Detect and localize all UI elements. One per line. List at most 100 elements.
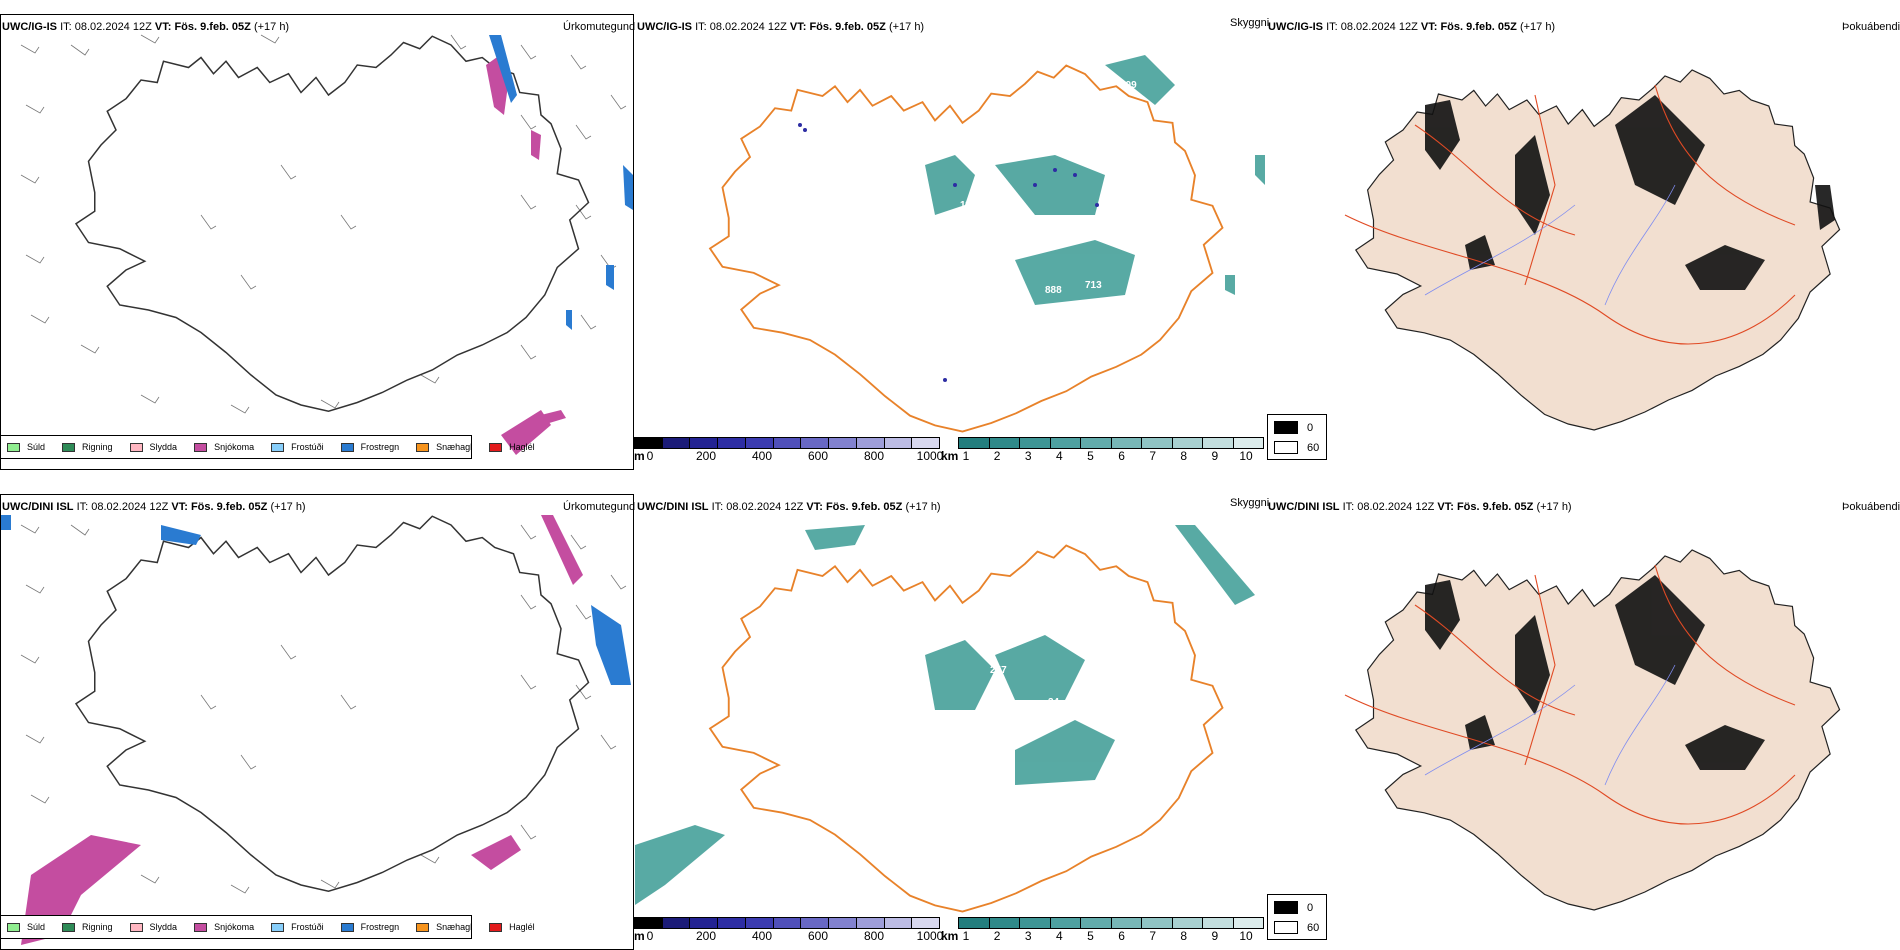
- legend-label: Frostregn: [360, 442, 400, 452]
- precip-legend-item: Snæhagl: [416, 922, 472, 932]
- legend-swatch: [416, 922, 430, 932]
- fog-header: UWC/IG-IS IT: 08.02.2024 12Z VT: Fös. 9.…: [1268, 21, 1556, 33]
- legend-label: Frostúði: [291, 922, 324, 932]
- fog-legend-label: 0: [1307, 901, 1314, 914]
- precip-legend-item: Súld: [7, 922, 45, 932]
- fog-legend-label: 60: [1307, 441, 1320, 454]
- cloud-header-2: UWC/DINI ISL IT: 08.02.2024 12Z VT: Fös.…: [637, 501, 941, 513]
- precip-freezing-rain: [489, 35, 633, 330]
- scale-tick: 10: [1239, 929, 1253, 943]
- scale-tick: 8: [1180, 449, 1188, 463]
- cloud-title: Skyggni: [1230, 17, 1270, 29]
- legend-label: Frostregn: [360, 922, 400, 932]
- visibility-unit: km: [941, 449, 959, 463]
- cloud-base-label: 61: [1108, 721, 1120, 732]
- precip-legend-item: Frostregn: [340, 922, 400, 932]
- cloud-base-label: 102: [1000, 190, 1017, 201]
- legend-swatch: [194, 922, 208, 932]
- scale-tick: 7: [1149, 929, 1156, 943]
- cloud-title-2: Skyggni: [1230, 497, 1270, 509]
- legend-swatch: [271, 922, 285, 932]
- precip-legend-item: Súld: [7, 442, 45, 452]
- scale-tick: 5: [1087, 449, 1094, 463]
- scale-tick: 1000: [916, 929, 944, 943]
- legend-swatch: [271, 442, 285, 452]
- precip-legend-item: Rigning: [62, 922, 113, 932]
- precip-panel-2: Súld Rigning Slydda Snjókoma Frostúði Frostre…: [0, 494, 634, 950]
- cloud-base-scale: [634, 917, 940, 929]
- precip-header-2: UWC/DINI ISL IT: 08.02.2024 12Z VT: Fös.…: [2, 501, 306, 513]
- fog-legend: 0 60: [1267, 894, 1327, 940]
- legend-label: Slydda: [149, 442, 178, 452]
- cloud-base-dots: [798, 123, 1099, 382]
- legend-swatch: [489, 922, 503, 932]
- legend-label: Rigning: [82, 442, 113, 452]
- legend-label: Súld: [27, 442, 46, 452]
- precip-legend-item: Snjókoma: [194, 922, 254, 932]
- visibility-ticks: 1 2 3 4 5 6 7 8 9 10: [958, 449, 1264, 463]
- scale-tick: 800: [863, 929, 885, 943]
- fog-legend-row: 60: [1274, 921, 1319, 934]
- scale-tick: 0: [646, 449, 654, 463]
- cloud-base-label: 713: [1085, 280, 1102, 291]
- precip-legend-item: Frostúði: [271, 442, 324, 452]
- legend-swatch: [194, 442, 208, 452]
- fog-swatch: [1274, 441, 1298, 454]
- fog-map: [1344, 69, 1841, 431]
- precip-snow: [486, 55, 566, 455]
- scale-tick: 0: [646, 929, 654, 943]
- fog-title-2: Þokuábendi: [1842, 501, 1900, 513]
- visibility-areas: [925, 55, 1265, 305]
- legend-swatch: [7, 442, 20, 452]
- precip-legend-item: Frostregn: [340, 442, 400, 452]
- cloud-header: UWC/IG-IS IT: 08.02.2024 12Z VT: Fös. 9.…: [637, 21, 925, 33]
- fog-legend-row: 0: [1274, 901, 1313, 914]
- scale-tick: 7: [1149, 449, 1156, 463]
- cloud-base-ticks: 0 200 400 600 800 1000: [634, 449, 944, 463]
- fog-legend-row: 0: [1274, 421, 1313, 434]
- scale-tick: 5: [1087, 929, 1094, 943]
- fog-legend-label: 0: [1307, 421, 1314, 434]
- legend-label: Snæhagl: [436, 922, 473, 932]
- cloud-base-label: 270: [990, 678, 1007, 689]
- scale-tick: 10: [1239, 449, 1253, 463]
- precip-map-2: [1, 515, 631, 945]
- scale-tick: 6: [1118, 449, 1125, 463]
- fog-swatch: [1274, 921, 1298, 934]
- cloud-base-label: 764: [960, 215, 977, 226]
- scale-tick: 2: [993, 929, 1001, 943]
- scale-tick: 400: [751, 929, 773, 943]
- legend-label: Snjókoma: [214, 442, 255, 452]
- fog-legend-row: 60: [1274, 441, 1319, 454]
- cloud-base-label: 240: [1015, 218, 1032, 229]
- cloud-base-label: 34: [1048, 697, 1060, 708]
- precip-legend-item: Slydda: [129, 442, 178, 452]
- precip-legend-item: Snæhagl: [416, 442, 472, 452]
- fog-dense: [1425, 95, 1835, 290]
- legend-label: Rigning: [82, 922, 113, 932]
- scale-tick: 1000: [916, 449, 944, 463]
- scale-tick: 4: [1055, 929, 1063, 943]
- legend-swatch: [489, 442, 503, 452]
- scale-tick: 400: [751, 449, 773, 463]
- cloud-base-label: 110: [960, 200, 977, 211]
- precip-legend-item: Rigning: [62, 442, 113, 452]
- precip-legend-item: Haglél: [489, 442, 535, 452]
- cloud-map: [709, 55, 1265, 433]
- precip-map: [20, 34, 633, 455]
- visibility-unit: km: [941, 929, 959, 943]
- precip-legend-item: Haglél: [489, 922, 535, 932]
- precip-legend-item: Slydda: [129, 922, 178, 932]
- legend-label: Slydda: [149, 922, 178, 932]
- scale-tick: 9: [1211, 449, 1219, 463]
- precip-legend-item: Frostúði: [271, 922, 324, 932]
- legend-swatch: [340, 442, 354, 452]
- legend-label: Haglél: [509, 442, 535, 452]
- visibility-scale: [958, 437, 1264, 449]
- legend-swatch: [416, 442, 430, 452]
- cloud-base-label: 257: [990, 665, 1007, 676]
- cloud-map-2: [635, 525, 1255, 913]
- cloud-base-unit: m: [634, 449, 645, 463]
- precip-panel: Súld Rigning Slydda Snjókoma Frostúði Frostre…: [0, 14, 634, 470]
- scale-tick: 1: [962, 929, 970, 943]
